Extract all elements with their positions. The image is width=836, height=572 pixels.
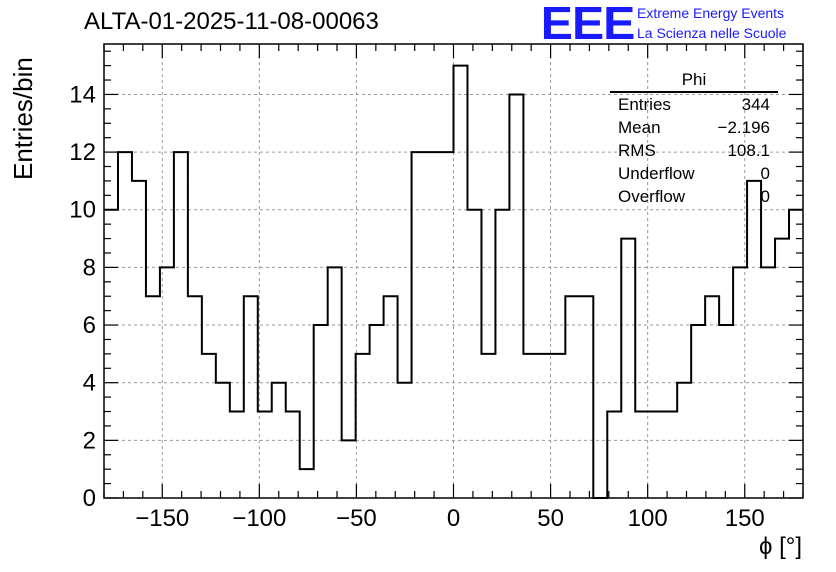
histogram-bin (286, 412, 300, 498)
stats-value: 0 (760, 164, 770, 183)
histogram-bin (132, 181, 146, 498)
histogram-bin (509, 94, 523, 498)
x-tick-label: 100 (628, 505, 668, 532)
stats-row-overflow: Overflow 0 (610, 185, 778, 208)
plot-title: ALTA-01-2025-11-08-00063 (84, 8, 379, 35)
histogram-bin (705, 296, 719, 498)
y-tick-label: 14 (69, 81, 96, 108)
stats-label: RMS (618, 141, 656, 160)
x-tick-label: −150 (135, 505, 189, 532)
histogram-bin (621, 239, 635, 498)
x-tick-label: −50 (336, 505, 377, 532)
stats-value: 344 (741, 95, 770, 114)
histogram-bin (607, 412, 621, 498)
histogram-bin (579, 296, 593, 498)
y-tick-label: 0 (83, 485, 96, 512)
histogram-bin (691, 325, 705, 498)
stats-row-rms: RMS 108.1 (610, 139, 778, 162)
x-tick-label: 150 (725, 505, 765, 532)
x-axis-label: ϕ [°] (758, 533, 802, 560)
y-tick-label: 4 (83, 370, 96, 397)
histogram-bin (649, 412, 663, 498)
histogram-bin (565, 296, 579, 498)
y-tick-label: 6 (83, 312, 96, 339)
y-axis-label: Entries/bin (8, 57, 38, 180)
x-tick-label: 50 (537, 505, 564, 532)
histogram-bin (454, 66, 468, 498)
histogram-bin (481, 354, 495, 498)
stats-row-entries: Entries 344 (610, 93, 778, 116)
histogram-bin (537, 354, 551, 498)
stats-label: Mean (618, 118, 661, 137)
stats-title: Phi (610, 70, 778, 93)
logo-line-2: La Scienza nelle Scuole (637, 25, 787, 41)
stats-label: Overflow (618, 187, 686, 206)
stats-row-underflow: Underflow 0 (610, 162, 778, 185)
histogram-bin (342, 440, 356, 498)
histogram-bin (747, 181, 761, 498)
histogram-bin (467, 210, 481, 498)
histogram-bin (384, 296, 398, 498)
histogram-bin (677, 383, 691, 498)
stats-value: 108.1 (727, 141, 770, 160)
histogram-bin (230, 412, 244, 498)
y-tick-label: 8 (83, 254, 96, 281)
histogram-outline (104, 64, 803, 499)
stats-value: −2.196 (717, 118, 770, 137)
eee-logo: EEE (540, 0, 636, 49)
histogram-bin (202, 354, 216, 498)
y-tick-label: 2 (83, 427, 96, 454)
stats-value: 0 (760, 187, 770, 206)
histogram-bin (495, 210, 509, 498)
y-tick-label: 10 (69, 197, 96, 224)
histogram-bin (370, 325, 384, 498)
histogram-bin (775, 239, 789, 498)
histogram-bin (426, 152, 440, 498)
stats-label: Entries (618, 95, 671, 114)
histogram-bin (216, 383, 230, 498)
histogram-bin (523, 354, 537, 498)
histogram-bin (356, 354, 370, 498)
histogram-bin (300, 469, 314, 498)
stats-label: Underflow (618, 164, 695, 183)
x-tick-label: 0 (447, 505, 460, 532)
histogram-bin (174, 152, 188, 498)
histogram-bin (244, 296, 258, 498)
histogram-bin (551, 354, 565, 498)
histogram-bin (188, 296, 202, 498)
histogram-bin (719, 325, 733, 498)
y-tick-label: 12 (69, 139, 96, 166)
histogram-bin (314, 325, 328, 498)
logo-line-1: Extreme Energy Events (637, 5, 785, 21)
histogram-bin (146, 296, 160, 498)
histogram-bin (663, 412, 677, 498)
x-tick-label: −100 (232, 505, 286, 532)
stats-row-mean: Mean −2.196 (610, 116, 778, 139)
stats-box: Phi Entries 344 Mean −2.196 RMS 108.1 Un… (610, 70, 778, 208)
